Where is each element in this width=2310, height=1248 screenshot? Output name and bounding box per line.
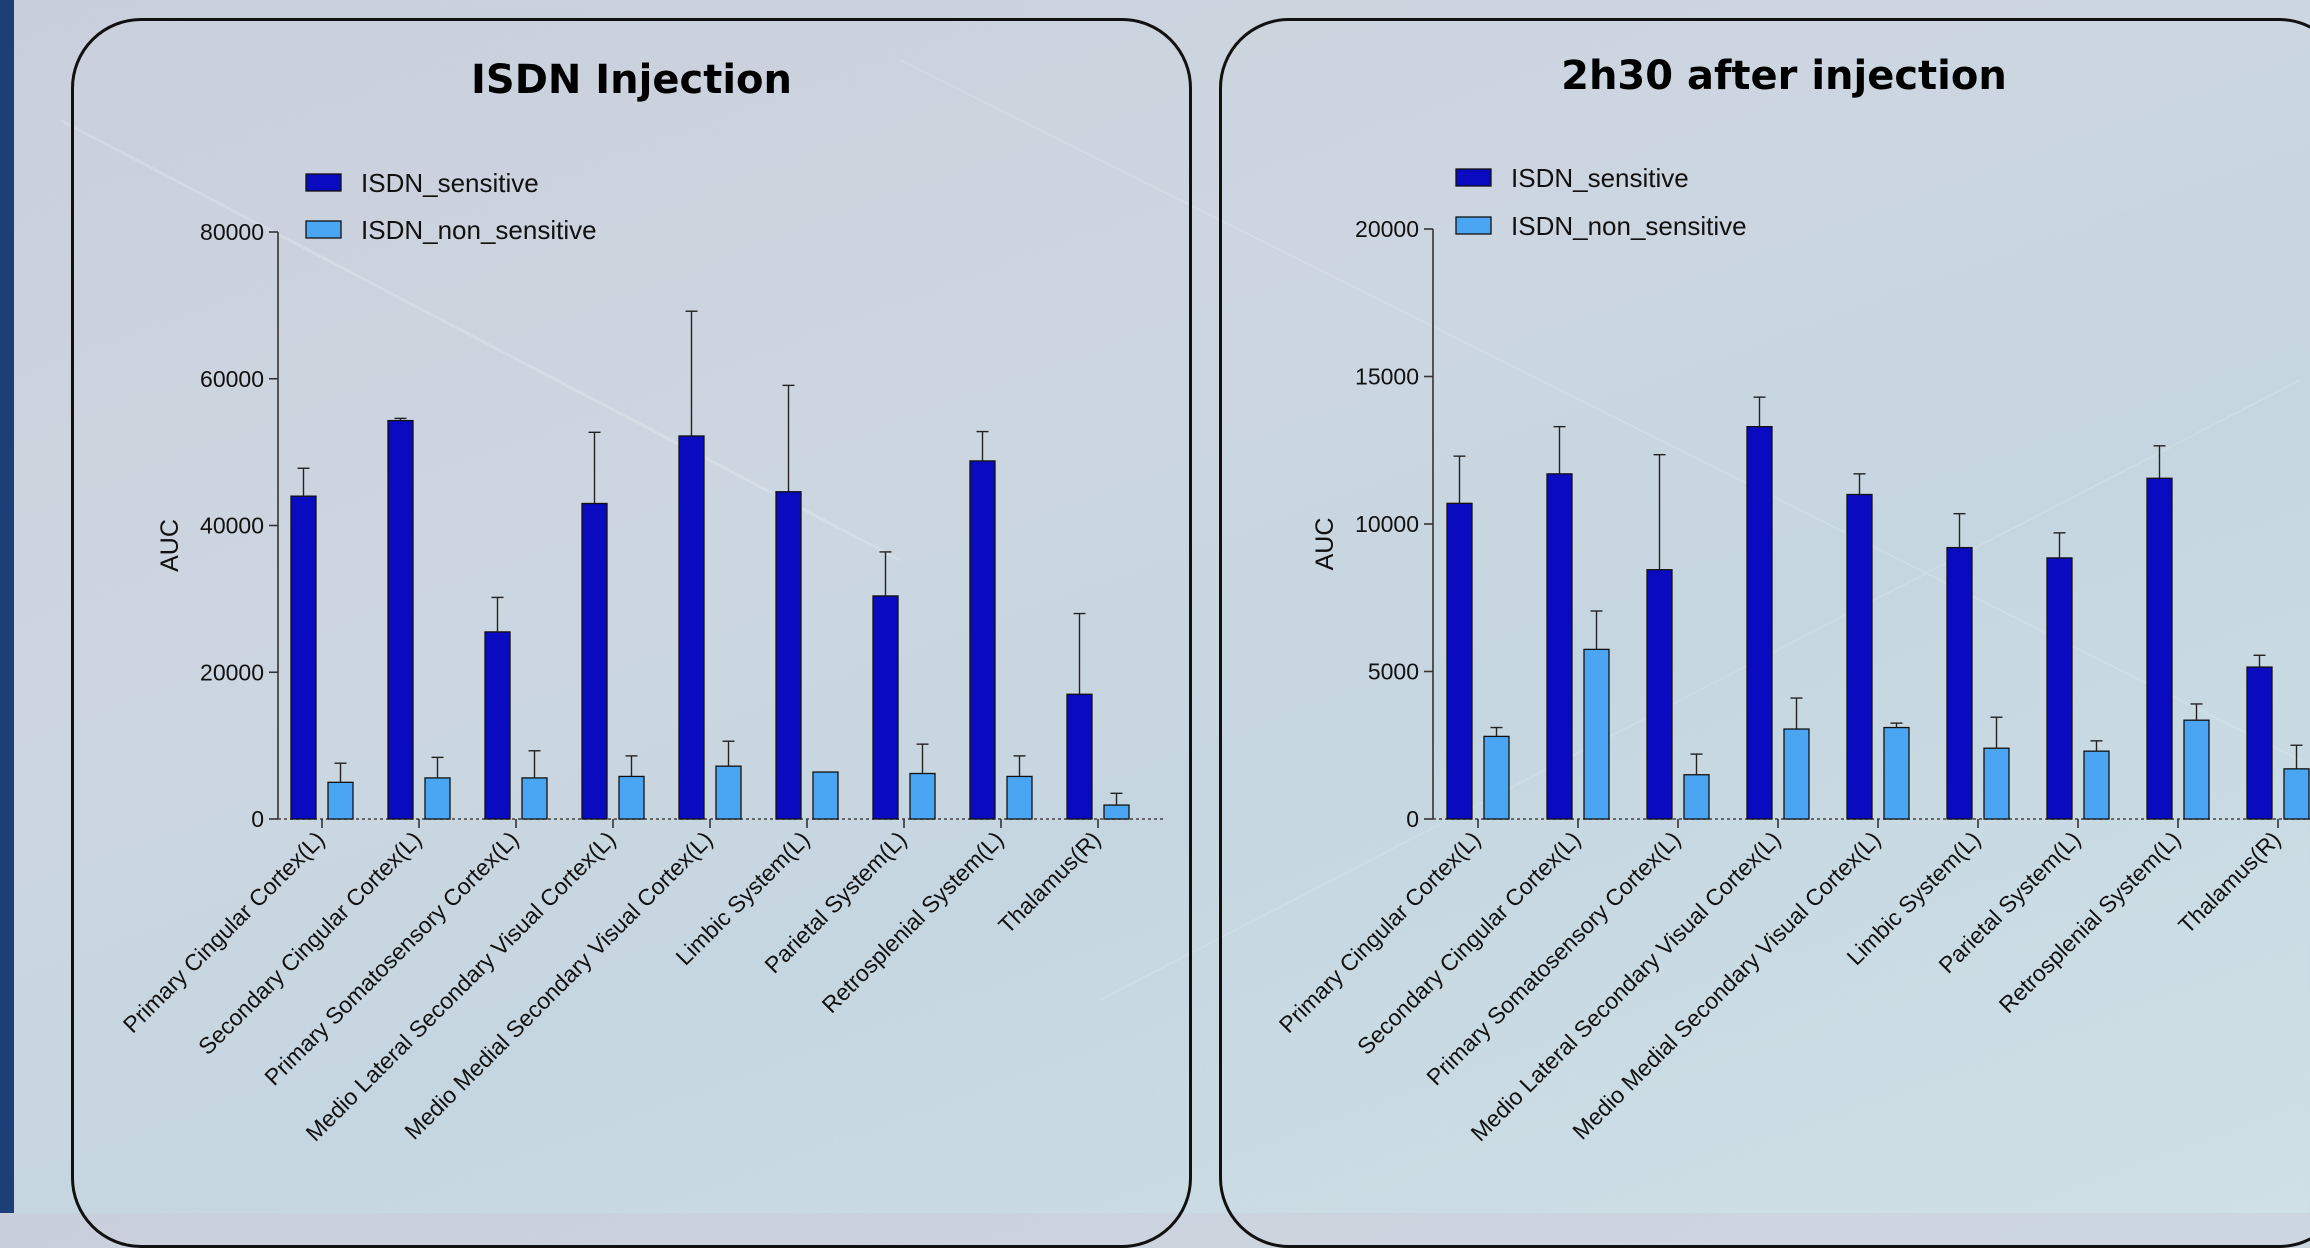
- legend-label: ISDN_sensitive: [361, 168, 539, 198]
- bar-non-sensitive: [715, 765, 742, 820]
- bar-sensitive: [290, 495, 317, 820]
- bar-non-sensitive: [1883, 726, 1910, 820]
- y-tick-label: 10000: [1355, 511, 1419, 537]
- bar-sensitive: [678, 435, 705, 820]
- bar-non-sensitive: [1483, 735, 1510, 820]
- bar-non-sensitive: [521, 777, 548, 820]
- bar-sensitive: [1546, 473, 1573, 820]
- bar-sensitive: [1066, 693, 1093, 820]
- bar-sensitive: [1946, 546, 1973, 820]
- x-tick-label: Retrosplenial System(L): [1994, 826, 2186, 1018]
- bar-non-sensitive: [424, 777, 451, 820]
- bar-non-sensitive: [2283, 768, 2310, 820]
- bar-sensitive: [2046, 557, 2073, 820]
- bar-sensitive: [2246, 666, 2273, 820]
- bar-non-sensitive: [812, 771, 839, 820]
- legend-label: ISDN_non_sensitive: [1511, 211, 1747, 241]
- bar-non-sensitive: [1683, 774, 1710, 820]
- bar-sensitive: [1846, 493, 1873, 820]
- legend-label: ISDN_sensitive: [1511, 163, 1689, 193]
- bar-non-sensitive: [2083, 750, 2110, 820]
- y-tick-label: 20000: [200, 659, 264, 685]
- y-tick-label: 0: [1406, 806, 1419, 832]
- y-axis-label: AUC: [156, 519, 184, 572]
- bar-sensitive: [1446, 502, 1473, 820]
- legend-swatch-sensitive: [1455, 168, 1492, 187]
- left-accent-bar: [0, 0, 14, 1213]
- bar-chart-2h30-after-injection: 0 5000 10000 15000 20000 AUC Primary Cingular …: [1274, 163, 2310, 1146]
- y-axis-label: AUC: [1311, 518, 1339, 571]
- y-tick-label: 5000: [1368, 659, 1419, 685]
- bar-sensitive: [1646, 569, 1673, 820]
- legend-swatch-non-sensitive: [305, 220, 342, 239]
- bar-non-sensitive: [327, 781, 354, 820]
- bar-non-sensitive: [1983, 747, 2010, 820]
- y-tick-label: 80000: [200, 219, 264, 245]
- legend-swatch-sensitive: [305, 173, 342, 192]
- y-tick-label: 15000: [1355, 364, 1419, 390]
- y-tick-label: 20000: [1355, 216, 1419, 242]
- bar-sensitive: [2146, 477, 2173, 820]
- bar-non-sensitive: [909, 772, 936, 820]
- y-tick-label: 40000: [200, 513, 264, 539]
- bar-sensitive: [1746, 425, 1773, 820]
- chart-title: ISDN Injection: [471, 57, 792, 103]
- x-tick-label: Primary Cingular Cortex(L): [1274, 826, 1486, 1038]
- y-tick-label: 0: [251, 806, 264, 832]
- bar-sensitive: [484, 631, 511, 820]
- y-tick-label: 60000: [200, 366, 264, 392]
- legend-label: ISDN_non_sensitive: [361, 215, 597, 245]
- chart-title: 2h30 after injection: [1561, 53, 2007, 99]
- bar-non-sensitive: [1583, 648, 1610, 820]
- x-tick-label: Thalamus(R): [2173, 826, 2285, 938]
- bar-non-sensitive: [2183, 719, 2210, 820]
- bar-non-sensitive: [1783, 728, 1810, 820]
- legend-swatch-non-sensitive: [1455, 216, 1492, 235]
- bar-sensitive: [387, 419, 414, 820]
